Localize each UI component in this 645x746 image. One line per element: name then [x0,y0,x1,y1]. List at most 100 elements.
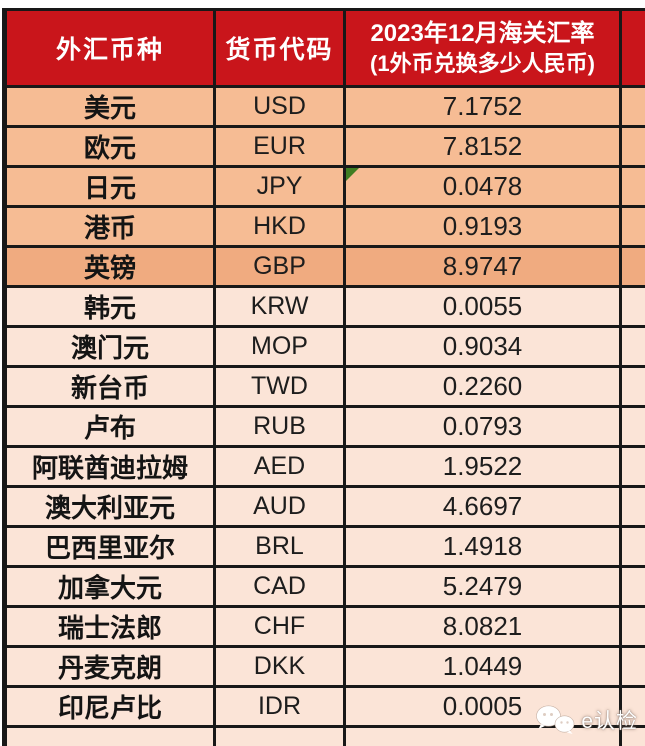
currency-name-cell: 欧元 [2,125,216,168]
header-rate: 2023年12月海关汇率 (1外币兑换多少人民币) [343,8,622,88]
currency-code-cell: DKK [213,645,346,688]
exchange-rate-cell: 0.0005 [343,685,622,728]
table-row-cropped [2,725,645,746]
currency-name: 丹麦克朗 [57,653,162,683]
cropped-cell [619,165,645,208]
currency-name: 卢布 [83,413,136,443]
exchange-rate-cell: 5.2479 [343,565,622,608]
table-row-aed: 阿联酋迪拉姆 AED 1.9522 [2,445,645,488]
table-row-aud: 澳大利亚元 AUD 4.6697 [2,485,645,528]
table-row-twd: 新台币 TWD 0.2260 [2,365,645,408]
currency-name: 英镑 [83,253,136,283]
currency-code: KRW [250,292,309,320]
exchange-rate: 1.9522 [442,451,523,481]
cropped-cell [619,365,645,408]
table-header: 外汇币种 货币代码 2023年12月海关汇率 (1外币兑换多少人民币) [2,8,645,88]
currency-code-cell: MOP [213,325,346,368]
exchange-rate: 0.0478 [442,171,523,201]
currency-name-cell: 印尼卢比 [2,685,216,728]
exchange-rate-cell: 0.2260 [343,365,622,408]
exchange-rate-cell: 7.8152 [343,125,622,168]
exchange-rate: 0.0793 [442,411,523,441]
currency-name-cell: 巴西里亚尔 [2,525,216,568]
exchange-rate: 7.8152 [442,131,523,161]
exchange-rate-cell: 0.0055 [343,285,622,328]
currency-code-cell: IDR [213,685,346,728]
exchange-rate: 0.0005 [442,691,523,721]
currency-name-cell: 阿联酋迪拉姆 [2,445,216,488]
exchange-rate: 1.0449 [442,651,523,681]
currency-code: MOP [251,332,308,360]
currency-code: AUD [253,492,306,520]
cropped-cell [619,685,645,728]
currency-code: JPY [256,172,303,200]
currency-name-cell: 韩元 [2,285,216,328]
cropped-cell [619,445,645,488]
exchange-rate-cell: 1.4918 [343,525,622,568]
exchange-rate-table: 外汇币种 货币代码 2023年12月海关汇率 (1外币兑换多少人民币) 美元 U… [2,8,645,746]
currency-name: 港币 [83,213,136,243]
header-rate-line1: 2023年12月海关汇率 [370,20,595,47]
currency-name-cell: 加拿大元 [2,565,216,608]
exchange-rate-cell: 0.0793 [343,405,622,448]
exchange-rate-cell: 8.0821 [343,605,622,648]
currency-code-cell: AUD [213,485,346,528]
exchange-rate: 8.0821 [442,611,523,641]
currency-code: DKK [253,652,306,680]
cropped-cell [619,605,645,648]
cropped-cell [619,285,645,328]
exchange-rate: 7.1752 [442,91,523,121]
currency-code-cell: GBP [213,245,346,288]
currency-name-cell: 澳大利亚元 [2,485,216,528]
currency-name-cell: 澳门元 [2,325,216,368]
table-row-hkd: 港币 HKD 0.9193 [2,205,645,248]
header-currency-code: 货币代码 [213,8,346,88]
fx-rate-table: 外汇币种 货币代码 2023年12月海关汇率 (1外币兑换多少人民币) 美元 U… [2,8,645,746]
currency-code: USD [253,92,306,120]
currency-code-cell: CHF [213,605,346,648]
currency-code-cell: KRW [213,285,346,328]
currency-code: CAD [253,572,306,600]
currency-name: 日元 [83,173,136,203]
exchange-rate: 0.0055 [442,291,523,321]
exchange-rate: 5.2479 [442,571,523,601]
cropped-cell [213,725,346,746]
currency-code-cell: AED [213,445,346,488]
cropped-cell [619,645,645,688]
table-row-gbp: 英镑 GBP 8.9747 [2,245,645,288]
currency-name: 阿联酋迪拉姆 [31,453,188,483]
currency-code-cell: USD [213,85,346,128]
exchange-rate: 1.4918 [442,531,523,561]
table-row-brl: 巴西里亚尔 BRL 1.4918 [2,525,645,568]
currency-code: TWD [251,372,308,400]
currency-name: 瑞士法郎 [57,613,162,643]
header-row: 外汇币种 货币代码 2023年12月海关汇率 (1外币兑换多少人民币) [2,8,645,88]
header-rate-line2: (1外币兑换多少人民币) [370,51,595,76]
currency-name-cell: 卢布 [2,405,216,448]
cropped-cell [2,725,216,746]
currency-name: 印尼卢比 [57,693,162,723]
cropped-cell [619,205,645,248]
currency-code-cell: HKD [213,205,346,248]
currency-code: CHF [253,612,306,640]
table-row-cad: 加拿大元 CAD 5.2479 [2,565,645,608]
currency-code: BRL [255,532,304,560]
cropped-cell [619,725,645,746]
cropped-cell [619,325,645,368]
currency-name: 巴西里亚尔 [44,533,175,563]
currency-code-cell: RUB [213,405,346,448]
header-cropped-column [619,8,645,88]
currency-code-cell: JPY [213,165,346,208]
table-body: 美元 USD 7.1752 欧元 EUR 7.8152 日元 JPY 0.047… [2,85,645,746]
currency-name: 新台币 [70,373,149,403]
table-row-rub: 卢布 RUB 0.0793 [2,405,645,448]
currency-name-cell: 瑞士法郎 [2,605,216,648]
currency-name: 韩元 [83,293,136,323]
table-row-mop: 澳门元 MOP 0.9034 [2,325,645,368]
currency-code: GBP [253,252,306,280]
table-row-chf: 瑞士法郎 CHF 8.0821 [2,605,645,648]
exchange-rate-cell: 0.0478 [343,165,622,208]
exchange-rate-cell: 1.9522 [343,445,622,488]
table-row-dkk: 丹麦克朗 DKK 1.0449 [2,645,645,688]
